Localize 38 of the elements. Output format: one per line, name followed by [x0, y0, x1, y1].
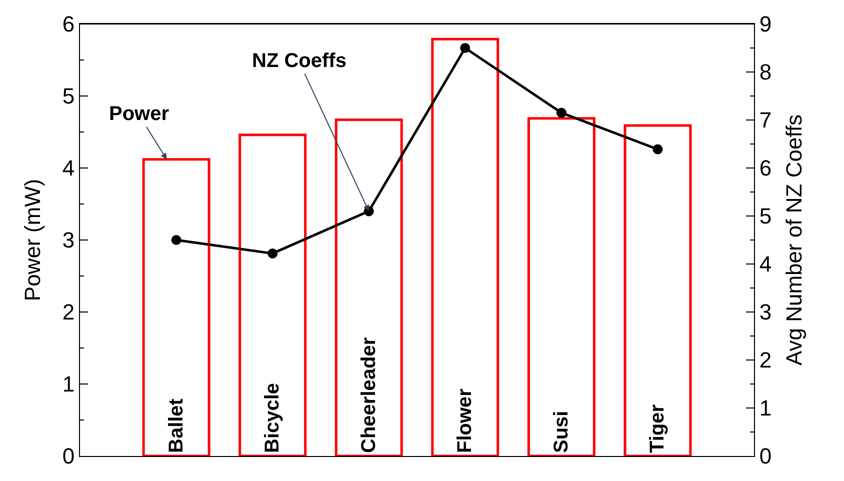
x-tick-label: Flower — [454, 388, 476, 453]
bar — [624, 124, 692, 456]
y2-tick-label: 3 — [759, 300, 772, 325]
point — [460, 43, 470, 53]
y-axis-title: Power (mW) — [20, 178, 46, 302]
y2-tick-label: 7 — [759, 108, 772, 133]
x-tick-label: Tiger — [646, 404, 669, 453]
y2-tick-label: 0 — [759, 444, 772, 469]
x-tick-label: Cheerleader — [358, 337, 380, 453]
x-tick-label: Ballet — [165, 398, 188, 453]
y-tick-label: 2 — [62, 300, 75, 325]
point — [652, 144, 663, 154]
bar — [142, 158, 210, 456]
point — [268, 248, 278, 258]
point — [556, 108, 566, 118]
y-tick-label: 5 — [62, 84, 75, 109]
y2-tick-label: 6 — [759, 156, 772, 181]
point — [171, 235, 182, 245]
y2-tick-label: 8 — [759, 60, 772, 85]
y-tick-label: 4 — [62, 156, 75, 181]
y2-tick-label: 5 — [759, 204, 772, 229]
y-tick-label: 6 — [62, 12, 75, 37]
y-tick-label: 0 — [62, 444, 75, 469]
bar — [238, 134, 307, 456]
x-tick-label: Bicycle — [262, 382, 284, 453]
y2-tick-label: 2 — [759, 348, 772, 373]
y2-tick-label: 4 — [759, 252, 772, 277]
bar — [431, 38, 500, 456]
bar — [527, 117, 596, 456]
y2-axis-title: Avg Number of NZ Coeffs — [782, 114, 807, 366]
y-tick-label: 3 — [62, 228, 75, 253]
y2-tick-label: 1 — [759, 396, 772, 421]
annotation: Power — [109, 103, 170, 125]
annotation: NZ Coeffs — [252, 50, 346, 72]
y2-tick-label: 9 — [759, 12, 772, 37]
y-tick-label: 1 — [62, 372, 75, 397]
x-tick-label: Susi — [550, 410, 572, 453]
bar — [334, 118, 403, 456]
